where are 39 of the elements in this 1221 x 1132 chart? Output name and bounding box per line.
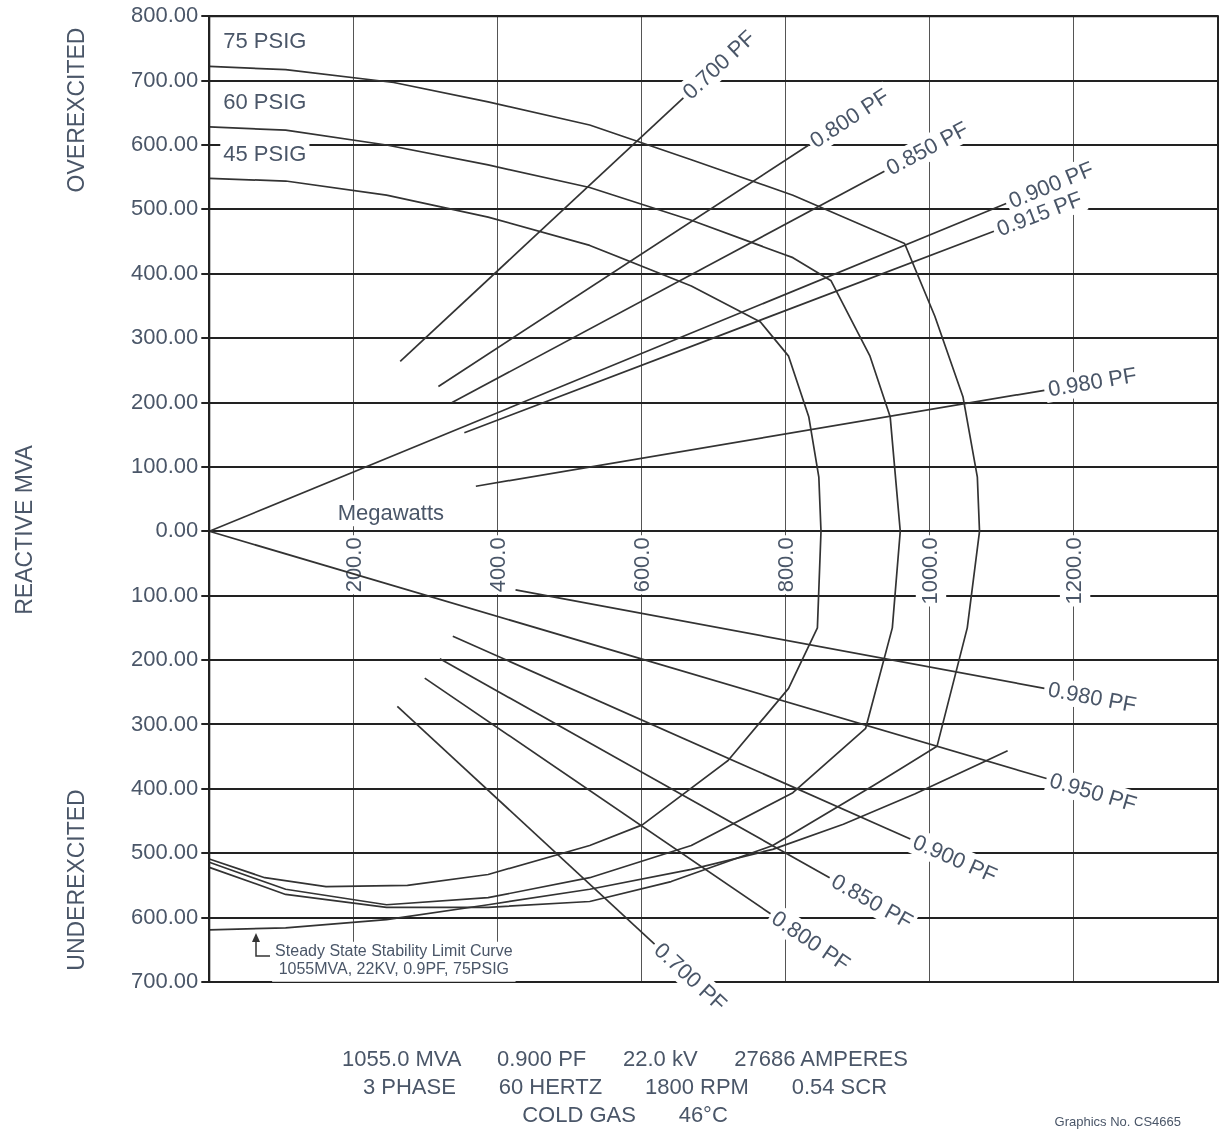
- y-axis-title: REACTIVE MVA: [10, 445, 38, 615]
- text: 0.950 PF: [1046, 767, 1140, 817]
- text: UNDEREXCITED: [62, 789, 90, 971]
- y-tick-label: 600.00: [130, 131, 199, 157]
- y-tick-label: 500.00: [130, 195, 199, 221]
- x-tick-label: 800.0: [772, 537, 798, 593]
- y-tick-label: 300.00: [130, 710, 199, 736]
- x-tick-label: 200.0: [340, 537, 366, 593]
- y-tick-label: 700.00: [130, 968, 199, 994]
- y-tick-label: 500.00: [130, 839, 199, 865]
- x-tick-label: 600.0: [628, 537, 654, 593]
- y-tick-label: 600.00: [130, 903, 199, 929]
- y-tick-label: 200.00: [130, 388, 199, 414]
- y-tick-label: 200.00: [130, 646, 199, 672]
- y-tick-label: 300.00: [130, 324, 199, 350]
- y-tick-label: 100.00: [130, 452, 199, 478]
- text: 0.850 PF: [827, 868, 918, 934]
- annotation: Steady State Stability Limit Curve 1055MVA, 22KV, 0.9PF, 75PSIG: [275, 942, 513, 978]
- x-tick-label: 1200.0: [1061, 537, 1087, 605]
- y-tick-label: 0.00: [155, 517, 199, 543]
- y-tick-label: 400.00: [130, 259, 199, 285]
- text: Graphics No. CS4665: [1054, 1114, 1181, 1129]
- y-tick-label: 100.00: [130, 581, 199, 607]
- text: 1055.0 MVA 0.900 PF 22.0 kV 27686 AMPERES: [341, 1046, 909, 1072]
- text: OVEREXCITED: [62, 27, 90, 193]
- x-tick-label: 400.0: [484, 537, 510, 593]
- y-tick-label: 800.00: [130, 2, 199, 28]
- text: 0.980 PF: [1046, 676, 1139, 718]
- series-label: 45 PSIG: [223, 140, 307, 166]
- text: 3 PHASE 60 HERTZ 1800 RPM 0.54 SCR: [361, 1074, 889, 1100]
- y-tick-label: 700.00: [130, 66, 199, 92]
- text: 0.980 PF: [1046, 362, 1139, 402]
- x-tick-label: 1000.0: [917, 537, 943, 605]
- series-label: 60 PSIG: [223, 89, 307, 115]
- series-label: 75 PSIG: [223, 28, 307, 54]
- text: 0.850 PF: [881, 116, 973, 181]
- x-axis-title: Megawatts: [337, 500, 445, 526]
- text: COLD GAS 46°C: [521, 1102, 729, 1128]
- y-tick-label: 400.00: [130, 774, 199, 800]
